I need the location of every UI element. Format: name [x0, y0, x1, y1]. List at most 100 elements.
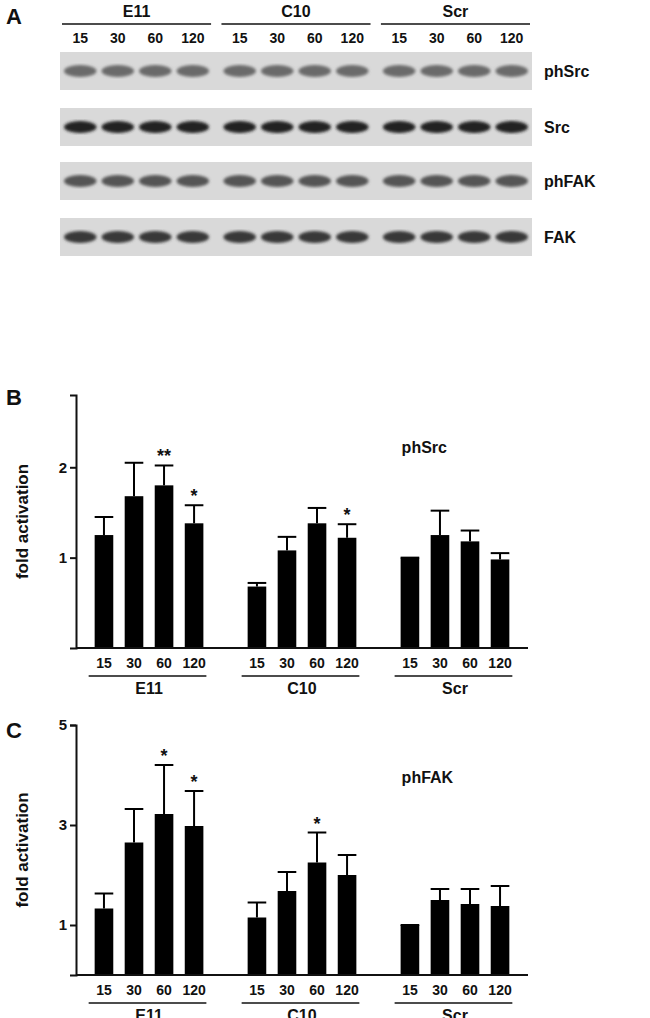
error-bar — [461, 889, 480, 904]
blot-band — [420, 175, 453, 187]
y-axis-title: fold activation — [13, 792, 32, 907]
error-bar — [248, 903, 267, 918]
blot-band — [299, 65, 332, 77]
bar — [248, 587, 267, 648]
x-tick-label: 120 — [335, 982, 359, 998]
error-bar-stem — [286, 537, 288, 551]
error-bar-cap — [491, 552, 510, 554]
error-bar-stem — [439, 511, 441, 535]
error-bar-cap — [248, 582, 267, 584]
error-bar-stem — [346, 855, 348, 875]
x-tick-label: 120 — [488, 982, 512, 998]
x-tick-label: 15 — [96, 982, 112, 998]
y-tick: 2 — [59, 459, 76, 476]
error-bar — [461, 531, 480, 542]
group-line — [395, 675, 513, 677]
blot-band — [177, 231, 210, 243]
error-bar-cap — [401, 557, 420, 559]
bar — [248, 918, 267, 976]
x-tick-label: 15 — [249, 982, 265, 998]
error-bar-stem — [256, 903, 258, 918]
error-bar-cap — [338, 854, 357, 856]
error-bar-stem — [469, 531, 471, 542]
blot-band — [139, 231, 172, 243]
bar — [431, 535, 450, 648]
y-tick-mark — [70, 925, 76, 927]
error-bar-stem — [499, 886, 501, 906]
blot-band — [458, 231, 491, 243]
blot-band — [458, 121, 491, 133]
y-tick-label: 1 — [59, 916, 67, 933]
significance: ** — [157, 446, 171, 466]
error-bar-stem — [103, 894, 105, 909]
error-bar — [491, 553, 510, 559]
blot-band — [495, 121, 528, 133]
error-bar-stem — [193, 791, 195, 826]
x-tick-label: 60 — [462, 655, 478, 671]
error-bar — [308, 508, 327, 523]
y-tick: 1 — [59, 549, 76, 566]
blot-band — [495, 65, 528, 77]
y-tick-label: 1 — [59, 549, 67, 566]
blot-band — [177, 121, 210, 133]
blot-bands — [64, 121, 528, 133]
group-label: E11 — [135, 680, 163, 697]
error-bar — [431, 889, 450, 900]
x-tick-label: 120 — [182, 982, 206, 998]
blot-band — [336, 231, 369, 243]
lane-label: 60 — [307, 30, 323, 46]
group-label: E11 — [135, 1007, 163, 1018]
blot-band — [102, 121, 135, 133]
error-bar — [125, 463, 144, 496]
group-label: C10 — [287, 1007, 316, 1018]
blot-strip — [60, 52, 532, 90]
error-bar — [338, 855, 357, 875]
bar — [338, 538, 357, 648]
blot-band — [336, 175, 369, 187]
blot-band — [299, 121, 332, 133]
bar — [491, 906, 510, 975]
row-label: FAK — [544, 229, 576, 246]
y-tick-mark — [70, 825, 76, 827]
y-tick-mark — [70, 725, 76, 727]
significance: * — [191, 772, 198, 792]
blot-band — [495, 231, 528, 243]
x-tick-label: 30 — [279, 982, 295, 998]
error-bar-stem — [469, 889, 471, 904]
error-bar-cap — [125, 808, 144, 810]
error-bar — [248, 583, 267, 587]
error-bar-stem — [439, 889, 441, 900]
x-tick-label: 60 — [156, 982, 172, 998]
x-tick-label: 30 — [126, 982, 142, 998]
blot-band — [64, 121, 97, 133]
group-line — [242, 675, 360, 677]
error-bar — [155, 465, 174, 485]
group-line — [242, 1002, 360, 1004]
lane-label: 15 — [391, 30, 407, 46]
error-bar-cap — [308, 507, 327, 509]
bar — [308, 863, 327, 976]
y-axis-line — [70, 396, 77, 649]
error-bar-stem — [103, 517, 105, 535]
error-bar — [278, 872, 297, 891]
error-bar — [95, 894, 114, 909]
panel-letter: A — [6, 4, 22, 29]
y-tick: 1 — [59, 916, 76, 933]
panel-letter: B — [6, 385, 22, 410]
blot-strip — [60, 218, 532, 256]
bar — [401, 558, 420, 648]
blot-band — [336, 121, 369, 133]
blot-bands — [64, 65, 528, 77]
blot-band — [383, 175, 416, 187]
lane-label: 120 — [341, 30, 365, 46]
blot-band — [261, 175, 294, 187]
blot-band — [261, 121, 294, 133]
blot-band — [336, 65, 369, 77]
blot-band — [139, 65, 172, 77]
group-label: Scr — [443, 3, 469, 20]
blot-band — [64, 175, 97, 187]
error-bar — [401, 557, 420, 558]
bar — [308, 523, 327, 648]
error-bar-cap — [248, 902, 267, 904]
error-bar — [95, 517, 114, 535]
